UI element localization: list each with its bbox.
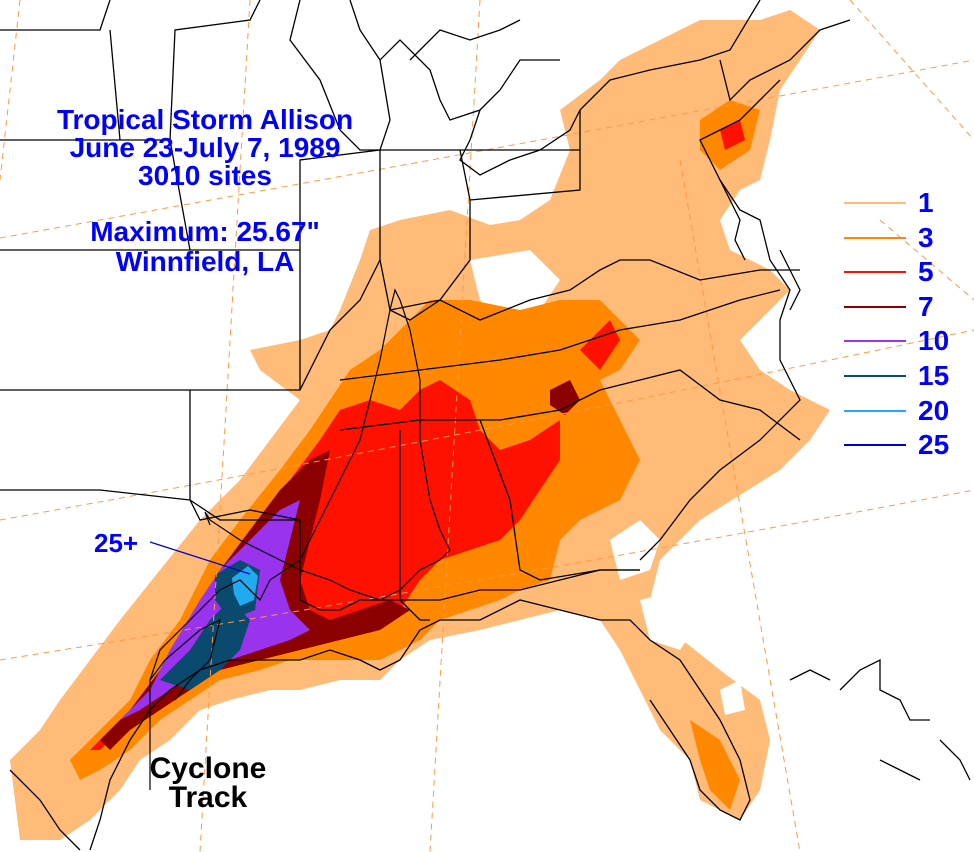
legend-swatch-line (844, 305, 906, 308)
legend-value: 3 (918, 221, 934, 253)
cyclone-track (149, 288, 451, 790)
legend-swatch-line (844, 444, 906, 447)
legend-item: 15 (838, 359, 968, 394)
legend-value: 7 (918, 290, 934, 322)
rain-15in-region (160, 600, 250, 690)
rain-10in-region (120, 500, 310, 720)
legend-value: 5 (918, 256, 934, 288)
max-marker-label: 25+ (94, 528, 139, 558)
cyclone-track-label: Cyclone Track (128, 752, 288, 814)
legend-item: 1 (838, 186, 968, 221)
title-line-2: June 23-July 7, 1989 (69, 132, 341, 163)
legend-item: 5 (838, 255, 968, 290)
rain-20in-region (232, 566, 258, 606)
legend-swatch-line (844, 236, 906, 239)
max-pointer (149, 541, 251, 575)
maximum-info: Maximum: 25.67" Winnfield, LA (40, 218, 370, 278)
legend-swatch-line (844, 271, 906, 274)
legend-item: 7 (838, 290, 968, 325)
legend: 1 3 5 7 10 15 20 25 (838, 186, 968, 463)
legend-value: 20 (918, 394, 950, 426)
title-line-3: 3010 sites (138, 160, 272, 191)
maximum-value: Maximum: 25.67" (90, 216, 320, 247)
legend-value: 15 (918, 359, 950, 391)
legend-item: 3 (838, 221, 968, 256)
legend-item: 20 (838, 394, 968, 429)
legend-swatch-line (844, 340, 906, 343)
track-label-line-2: Track (168, 781, 248, 814)
legend-swatch-line (844, 409, 906, 412)
maximum-location: Winnfield, LA (115, 246, 295, 277)
track-label-line-1: Cyclone (149, 752, 267, 785)
legend-value: 10 (918, 325, 950, 357)
map-title: Tropical Storm Allison June 23-July 7, 1… (20, 106, 390, 190)
legend-value: 1 (918, 187, 934, 218)
legend-value: 25 (918, 429, 950, 461)
legend-swatch-line (844, 374, 906, 377)
legend-item: 25 (838, 428, 968, 463)
legend-swatch-line (844, 202, 906, 204)
legend-item: 10 (838, 324, 968, 359)
title-line-1: Tropical Storm Allison (56, 104, 354, 135)
